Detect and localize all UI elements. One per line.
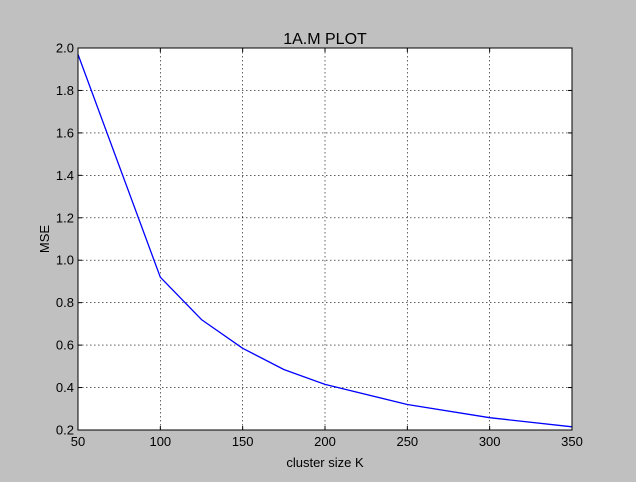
y-axis-label: MSE: [37, 225, 52, 254]
series-layer: [77, 54, 573, 428]
chart-title: 1A.M PLOT: [283, 31, 367, 48]
x-tick-label: 350: [561, 434, 583, 449]
x-tick-label: 100: [149, 434, 171, 449]
y-tick-label: 0.8: [56, 295, 74, 310]
y-tick-label: 1.0: [56, 253, 74, 268]
y-tick-label: 1.8: [56, 83, 74, 98]
y-tick-label: 2.0: [56, 41, 74, 56]
y-tick-label: 1.6: [56, 125, 74, 140]
y-tick-label: 0.4: [56, 380, 74, 395]
x-tick-label: 200: [314, 434, 336, 449]
x-tick-label: 150: [232, 434, 254, 449]
plot-area: [78, 48, 572, 430]
x-tick-label: 250: [396, 434, 418, 449]
x-axis-label: cluster size K: [286, 455, 364, 470]
series-line: [77, 54, 573, 428]
y-tick-label: 0.6: [56, 338, 74, 353]
y-tick-label: 1.4: [56, 168, 74, 183]
ticks: 50 100 150 200 250 300 350 0.2 0.4 0.6 0.8 1.0 1.2 1.…: [56, 41, 583, 450]
y-tick-label: 1.2: [56, 210, 74, 225]
x-tick-label: 300: [479, 434, 501, 449]
y-tick-label: 0.2: [56, 423, 74, 438]
x-tick-label: 50: [71, 434, 85, 449]
